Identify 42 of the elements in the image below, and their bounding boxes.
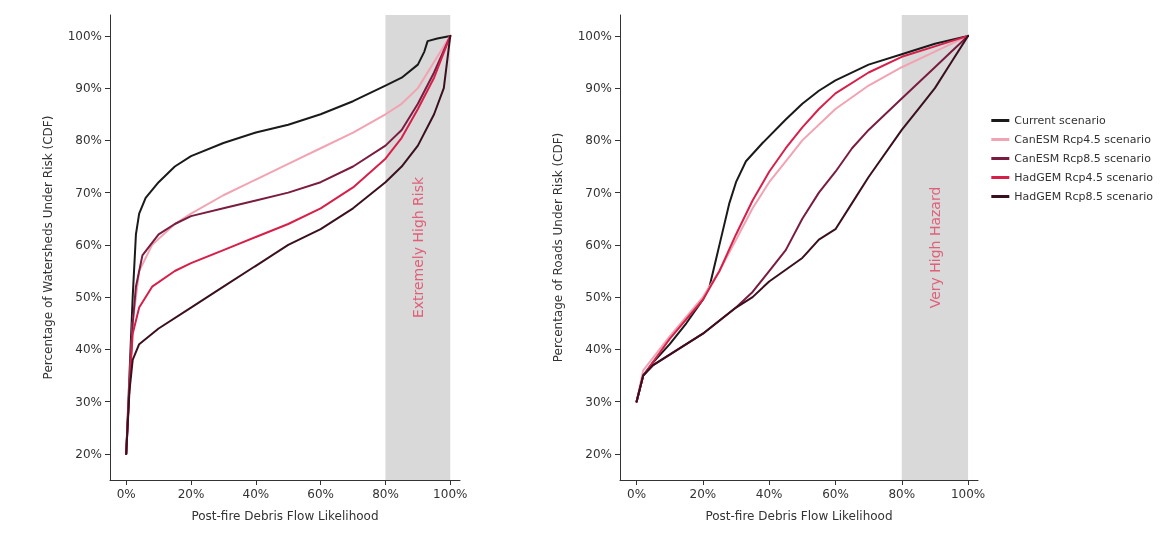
x-tick-label: 0% [116, 487, 136, 501]
y-tick-label: 100% [577, 28, 612, 43]
y-tick-label: 40% [585, 342, 612, 357]
y-axis-title: Percentage of Watersheds Under Risk (CDF) [41, 115, 55, 380]
legend-label: CanESM Rcp4.5 scenario [1014, 133, 1152, 146]
x-tick-label: 20% [689, 487, 717, 501]
y-tick-label: 30% [585, 394, 612, 409]
x-tick-label: 60% [307, 487, 334, 501]
x-tick-label: 100% [950, 487, 986, 501]
y-tick-label: 90% [585, 81, 612, 96]
legend-label: HadGEM Rcp4.5 scenario [1014, 171, 1154, 184]
x-tick-label: 0% [627, 487, 647, 501]
y-tick-label: 50% [585, 290, 612, 305]
band-label: Extremely High Risk [409, 176, 426, 319]
y-tick-label: 100% [67, 28, 102, 43]
x-axis-title: Post-fire Debris Flow Likelihood [705, 509, 893, 523]
y-tick-label: 50% [75, 290, 102, 305]
y-tick-label: 60% [75, 237, 102, 252]
band-label: Very High Hazard [926, 186, 943, 309]
x-tick-label: 40% [242, 487, 270, 501]
y-tick-label: 20% [585, 446, 612, 461]
y-tick-label: 30% [75, 394, 102, 409]
y-tick-label: 70% [585, 185, 612, 200]
x-axis-title: Post-fire Debris Flow Likelihood [191, 509, 379, 523]
legend-label: HadGEM Rcp8.5 scenario [1014, 190, 1154, 203]
y-tick-label: 20% [75, 446, 102, 461]
x-tick-label: 80% [372, 487, 399, 501]
legend-label: Current scenario [1014, 114, 1106, 127]
x-tick-label: 80% [888, 487, 916, 501]
x-tick-label: 100% [433, 487, 468, 501]
legend-label: CanESM Rcp8.5 scenario [1014, 152, 1152, 165]
x-tick-label: 40% [755, 487, 783, 501]
y-axis-title: Percentage of Roads Under Risk (CDF) [551, 132, 565, 363]
y-tick-label: 80% [75, 133, 102, 148]
y-tick-label: 70% [75, 185, 102, 200]
y-tick-label: 40% [75, 342, 102, 357]
x-tick-label: 60% [822, 487, 849, 501]
x-tick-label: 20% [177, 487, 205, 501]
y-tick-label: 90% [75, 81, 102, 96]
y-tick-label: 80% [585, 133, 612, 148]
line-series [125, 34, 452, 455]
y-tick-label: 60% [585, 237, 612, 252]
